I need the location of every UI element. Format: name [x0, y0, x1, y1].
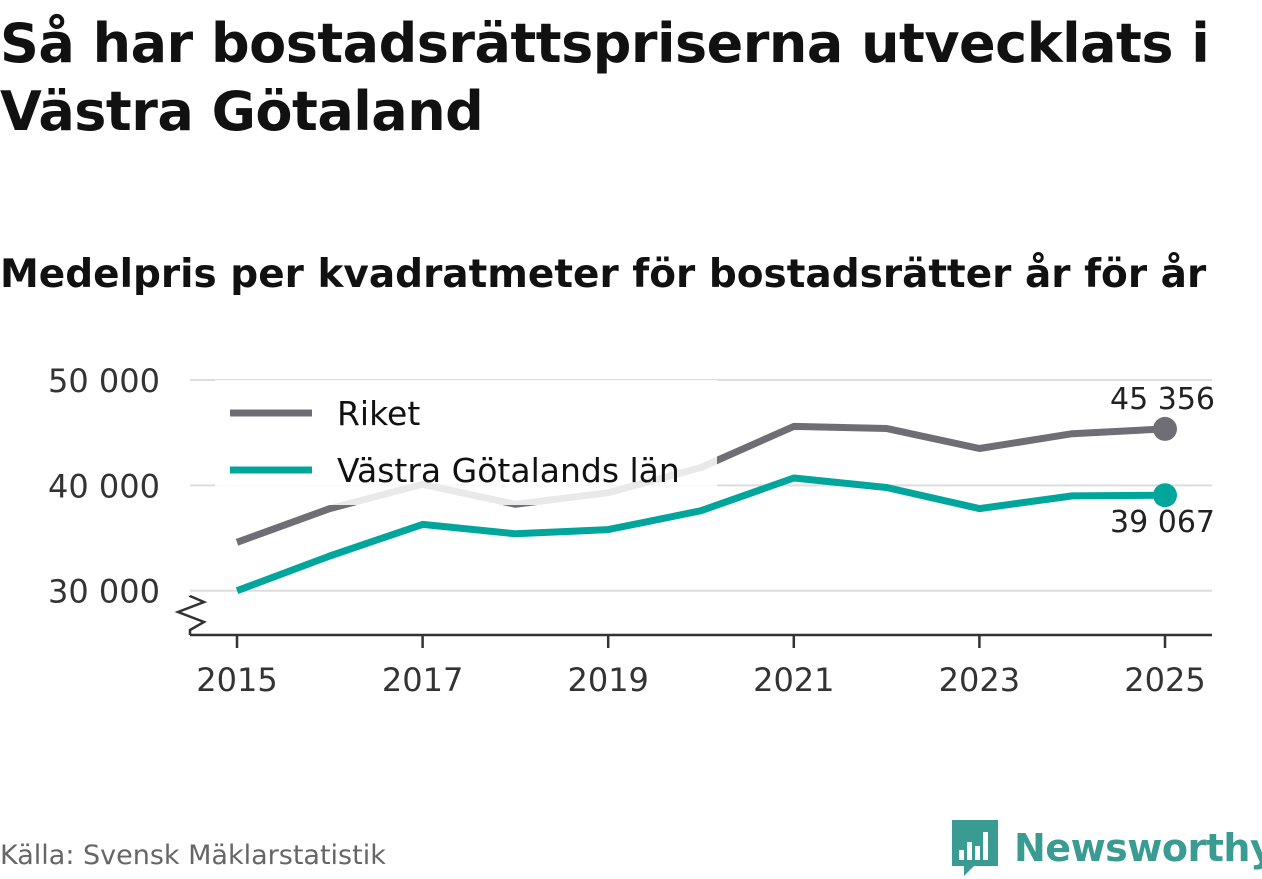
end-point-marker: [1153, 416, 1177, 441]
chart-title: Så har bostadsrättspriserna utvecklats i…: [0, 12, 1210, 143]
x-tick-label: 2021: [753, 661, 834, 699]
chart-subtitle: Medelpris per kvadratmeter för bostadsrä…: [0, 252, 1207, 297]
bar-chart-speech-bubble-icon: [952, 820, 998, 876]
end-point-marker: [1153, 483, 1177, 508]
line-chart: 30 000 40 000 50 000 2015 2017 2019 2021 2023 2…: [48, 362, 1215, 699]
brand-name: Newsworthy: [1014, 826, 1262, 870]
legend-label: Västra Götalands län: [337, 451, 680, 490]
y-tick-label: 40 000: [48, 467, 160, 505]
x-tick-label: 2017: [382, 661, 463, 699]
brand-logo: Newsworthy: [950, 818, 1262, 878]
end-value-label: 39 067: [1110, 505, 1215, 540]
legend-label: Riket: [337, 394, 420, 433]
x-tick-label: 2023: [939, 661, 1020, 699]
legend-box: [215, 380, 717, 505]
y-tick-label: 30 000: [48, 573, 160, 611]
source-note: Källa: Svensk Mäklarstatistik: [0, 840, 386, 871]
y-axis-break: [174, 594, 208, 635]
y-tick-label: 50 000: [48, 362, 160, 400]
x-tick-label: 2019: [567, 661, 648, 699]
series-line-vastra-gotaland: [235, 474, 1166, 594]
x-tick-label: 2015: [196, 661, 277, 699]
x-tick-label: 2025: [1124, 661, 1205, 699]
end-value-label: 45 356: [1110, 382, 1215, 417]
